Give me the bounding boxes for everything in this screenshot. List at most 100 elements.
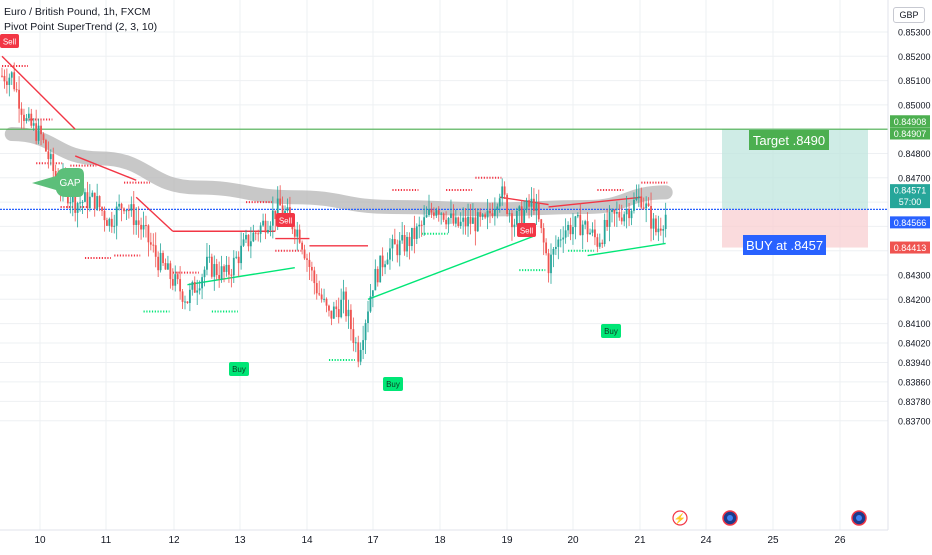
candle-body [323, 298, 325, 300]
candle-body [401, 234, 404, 241]
supertrend-line-up [187, 267, 295, 286]
candle-body [245, 234, 247, 240]
candle-body [208, 256, 211, 258]
buy-label-box [743, 235, 826, 255]
candle-body [159, 252, 162, 271]
candle-body [52, 154, 55, 172]
candle-body [501, 186, 504, 199]
candle-body [320, 294, 323, 300]
candle-body [223, 266, 225, 272]
currency-badge[interactable]: GBP [893, 7, 925, 23]
candle-body [118, 203, 121, 207]
supertrend-line-down [1, 55, 76, 130]
candle-body [54, 171, 57, 179]
price-tick-label: 0.84800 [898, 149, 931, 159]
time-tick-label: 11 [101, 535, 112, 546]
price-tick-label: 0.84700 [898, 173, 931, 183]
price-tag-label: 0.84413 [894, 243, 927, 253]
candle-body [437, 210, 440, 215]
candle-body [49, 154, 52, 160]
candle-body [167, 263, 169, 270]
candle-body [650, 205, 652, 229]
candle-body [254, 232, 257, 234]
supertrend-line-down [135, 196, 174, 232]
buy-signal-label: Buy [604, 327, 618, 336]
candle-body [384, 264, 386, 268]
candle-body [240, 245, 243, 264]
candle-body [162, 252, 164, 264]
candle-body [8, 77, 11, 85]
candle-body [318, 293, 321, 295]
candle-body [76, 203, 79, 213]
candle-body [591, 229, 594, 233]
candle-body [306, 258, 308, 260]
candle-body [115, 206, 118, 226]
candle-body [491, 213, 494, 216]
time-tick-label: 25 [767, 535, 779, 546]
candle-body [308, 259, 311, 267]
candle-body [618, 211, 621, 218]
lightning-glyph: ⚡ [674, 512, 686, 525]
candle-body [210, 256, 213, 277]
gap-callout [32, 168, 84, 197]
price-tick-label: 0.84100 [898, 319, 931, 329]
candle-body [562, 237, 565, 240]
candle-body [584, 221, 587, 225]
candle-body [101, 207, 103, 211]
candle-body [474, 217, 477, 232]
candle-body [620, 217, 623, 222]
candle-body [98, 196, 101, 208]
buy-signal-badge [229, 362, 249, 376]
candle-body [152, 244, 155, 246]
buy-signal-badge [383, 377, 403, 391]
candle-body [142, 224, 145, 230]
price-tag-label: 0.84908 [894, 117, 927, 127]
candle-body [262, 220, 264, 226]
candle-body [79, 202, 81, 204]
candle-body [32, 123, 35, 126]
candle-body [264, 220, 267, 233]
candle-body [537, 203, 540, 220]
candle-body [520, 206, 523, 224]
candle-body [88, 196, 91, 209]
candle-body [664, 214, 667, 230]
candle-body [5, 81, 8, 85]
candle-body [647, 203, 650, 206]
candle-body [572, 227, 574, 235]
candle-body [154, 245, 157, 257]
price-tick-label: 0.85000 [898, 100, 931, 110]
candle-body [18, 89, 20, 109]
candle-body [345, 291, 347, 317]
time-tick-label: 10 [34, 535, 46, 546]
candle-body [276, 198, 279, 220]
price-tick-label: 0.84020 [898, 339, 931, 349]
candle-body [515, 210, 518, 225]
candle-body [81, 201, 84, 203]
candle-body [423, 217, 426, 226]
candle-body [381, 255, 384, 268]
candle-body [630, 210, 633, 219]
candle-body [157, 256, 160, 271]
candle-body [42, 134, 45, 141]
candle-body [286, 207, 289, 211]
candle-body [642, 207, 645, 209]
candle-body [37, 125, 40, 141]
candle-body [442, 213, 445, 220]
candle-body [420, 224, 423, 226]
time-tick-label: 19 [501, 535, 513, 546]
economic-event-dot [727, 515, 733, 521]
candle-body [350, 309, 352, 330]
candle-body [149, 242, 152, 245]
candle-body [354, 342, 357, 344]
candle-body [130, 204, 133, 211]
time-tick-label: 14 [301, 535, 313, 546]
price-tag-box [890, 127, 930, 140]
candle-body [181, 291, 184, 302]
candle-body [545, 242, 548, 254]
candle-body [589, 232, 591, 235]
candle-body [640, 196, 643, 208]
candle-body [462, 217, 465, 222]
candle-body [542, 228, 545, 243]
